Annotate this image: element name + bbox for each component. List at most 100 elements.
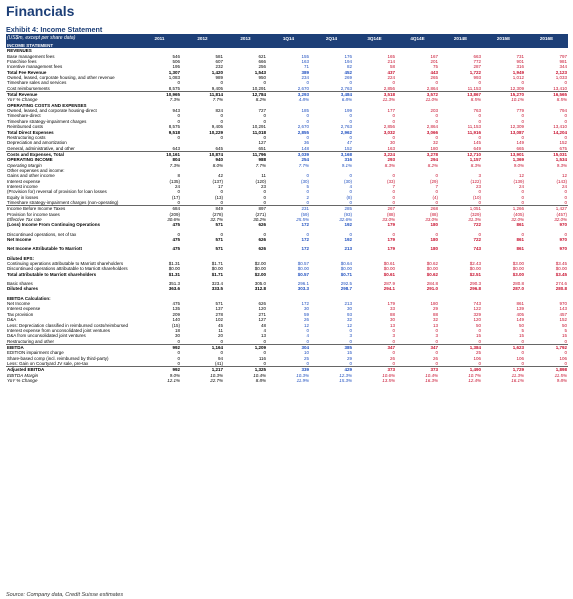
value-cell: 12 [561, 173, 567, 179]
table-row: OPERATING COSTS AND EXPENSES [6, 103, 568, 108]
value-cell: 213 [344, 246, 352, 252]
value-cell: 0 [353, 360, 396, 368]
row-label: EDITION impairment charge [7, 350, 64, 356]
value-cell: 475 [172, 222, 180, 228]
value-cell: 0 [306, 118, 309, 124]
value-cell: (457) [556, 211, 567, 217]
row-label: Discontinued operations, net of tax [7, 231, 77, 237]
value-cell: 8.5% [470, 97, 481, 103]
value-cell: 30 [303, 306, 309, 312]
value-cell: 0 [306, 327, 309, 333]
value-cell: 1,427 [555, 206, 567, 212]
value-cell: 457 [559, 311, 567, 317]
value-cell: 155 [301, 53, 309, 59]
value-cell: 0 [435, 80, 438, 86]
value-cell [138, 43, 181, 49]
value-cell: $0.62 [426, 271, 438, 277]
value-cell: $0.61 [383, 271, 395, 277]
value-cell: (143) [556, 178, 567, 184]
table-row: Adjusted EBITDA 992 1,217 1,325 339 429 373 373… [6, 367, 568, 373]
value-cell: 1,157 [469, 157, 481, 163]
value-cell: $0.00 [340, 266, 352, 272]
value-cell: 861 [516, 246, 524, 252]
value-cell: 0 [310, 338, 353, 345]
value-cell: (30) [300, 178, 309, 184]
value-cell: 176 [344, 53, 352, 59]
value-cell: $3.45 [555, 261, 567, 267]
value-cell: 13 [389, 322, 395, 328]
value-cell: 26 [389, 355, 395, 361]
value-cell: 106 [516, 355, 524, 361]
value-cell: 0 [220, 350, 223, 356]
value-cell: 727 [258, 108, 266, 114]
value-cell: 571 [215, 246, 223, 252]
value-cell: 772 [473, 59, 481, 65]
value-cell: 0 [435, 173, 438, 179]
value-cell: 4.8% [298, 97, 309, 103]
value-cell: 0 [435, 231, 438, 237]
value-cell: 663 [473, 53, 481, 59]
value-cell: 10,161 [166, 151, 180, 157]
value-cell: 607 [215, 59, 223, 65]
value-cell: 149 [516, 317, 524, 323]
column-header: 2012 [181, 34, 224, 43]
value-cell: 194 [344, 59, 352, 65]
value-cell: 296.1 [297, 281, 309, 287]
header-label: (US$m, except per share data) [6, 34, 138, 43]
column-header: 2013 [224, 34, 267, 43]
value-cell: 861 [516, 222, 524, 228]
value-cell: 12,710 [467, 151, 481, 157]
value-cell: 278 [215, 311, 223, 317]
value-cell: 127 [258, 140, 266, 146]
value-cell: 731 [516, 53, 524, 59]
value-cell: 11,153 [467, 124, 481, 130]
row-label: Effective Tax rate [7, 217, 42, 222]
value-cell: 626 [258, 222, 266, 228]
table-row: Incentive management fees 195 232 256 71 82 58… [6, 64, 568, 69]
value-cell: 0 [220, 113, 223, 119]
table-row: Total Direct Expenses 9,518 10,229 11,018 2,… [6, 130, 568, 135]
value-cell: 861 [516, 301, 524, 307]
value-cell: (8) [346, 194, 353, 200]
value-cell: 666 [258, 59, 266, 65]
row-label: Tax provision [7, 311, 34, 317]
table-row: Interest income 24 17 23 5 4 7 7 23 24 24 [6, 184, 568, 189]
value-cell: 24 [518, 183, 524, 189]
value-cell: 0 [138, 360, 181, 368]
value-cell: 571 [215, 301, 223, 307]
table-row: Discontinued operations, net of tax 0 0 0 0 0… [6, 232, 568, 237]
row-label: Other expenses and income: [7, 167, 65, 173]
value-cell: 143 [559, 306, 567, 312]
value-cell: 649 [439, 145, 482, 152]
value-cell: 269 [344, 75, 352, 81]
value-cell: 33.0% [425, 217, 438, 222]
row-label: Adjusted EBITDA [7, 367, 45, 373]
table-row: OPERATING INCOME 804 940 988 254 316 293 294 1,1… [6, 157, 568, 162]
value-cell: 989 [215, 75, 223, 81]
value-cell: 0 [224, 360, 267, 368]
value-cell: 0 [263, 189, 266, 195]
value-cell: 102 [215, 317, 223, 323]
row-label: Restructuring and other [6, 338, 138, 345]
value-cell: 970 [559, 237, 567, 243]
value-cell: 0 [349, 134, 352, 140]
value-cell: 22.7% [210, 377, 223, 383]
value-cell: 1,051 [469, 206, 481, 212]
value-cell: (209) [169, 211, 180, 217]
value-cell: 0 [396, 338, 439, 345]
value-cell: 901 [516, 59, 524, 65]
value-cell: 32 [346, 317, 352, 323]
table-row: Timeshare-direct 0 0 0 0 0 0 0 0 0 0 [6, 113, 568, 118]
value-cell: 30.2% [253, 217, 266, 222]
value-cell: 0 [177, 118, 180, 124]
value-cell: 14,204 [553, 129, 567, 135]
value-cell: 23 [475, 183, 481, 189]
table-row: (Provision for) reversal of provision fo… [6, 189, 568, 194]
value-cell: 389 [301, 69, 309, 75]
value-cell: 5 [306, 183, 309, 189]
value-cell: 10,874 [209, 151, 223, 157]
value-cell: 201 [430, 59, 438, 65]
row-label: Cost reimbursements [6, 85, 138, 93]
value-cell: 11,814 [209, 92, 223, 98]
value-cell: 163 [301, 59, 309, 65]
